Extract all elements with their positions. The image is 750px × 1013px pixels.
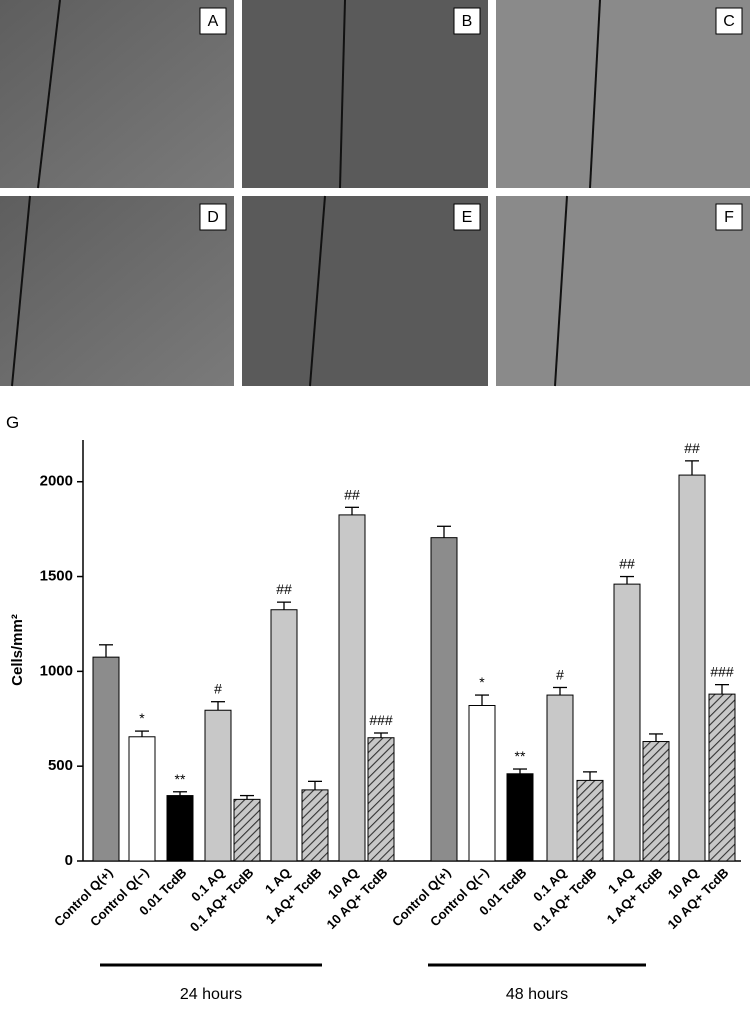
panel-label-box	[715, 7, 743, 35]
group-label: 24 hours	[180, 986, 242, 1003]
y-tick-label: 500	[48, 757, 73, 774]
panel-label-box	[453, 203, 481, 231]
bar	[338, 514, 366, 862]
bar	[468, 704, 496, 862]
significance-label: **	[175, 771, 186, 787]
y-tick-label: 1500	[40, 568, 73, 585]
y-tick-label: 2000	[40, 473, 73, 490]
y-axis-label: Cells/mm²	[9, 614, 26, 686]
bar	[92, 656, 120, 862]
panel-label: B	[462, 13, 473, 30]
scratch-line	[37, 0, 61, 189]
scratch-line	[309, 195, 326, 387]
micrograph	[496, 196, 750, 386]
panel-label: C	[723, 13, 735, 30]
significance-label: *	[139, 710, 145, 726]
bar	[546, 694, 574, 862]
bar	[270, 609, 298, 862]
bar	[708, 693, 736, 862]
scratch-line	[11, 195, 31, 387]
significance-label: #	[214, 681, 222, 697]
group-label: 48 hours	[506, 986, 568, 1003]
panel-label: E	[462, 209, 473, 226]
scratch-line	[554, 195, 568, 387]
micrograph	[242, 196, 488, 386]
scratch-line	[589, 0, 601, 189]
significance-label: ###	[369, 712, 393, 728]
y-tick-label: 0	[65, 852, 73, 869]
bar	[367, 737, 395, 862]
micrograph	[0, 0, 234, 188]
panel-label-box	[715, 203, 743, 231]
y-tick-label: 1000	[40, 662, 73, 679]
bar	[506, 773, 534, 862]
bar	[128, 736, 156, 862]
micrograph-panels: A B C D E F	[0, 0, 750, 387]
panel-label-box	[199, 7, 227, 35]
panel-label: D	[207, 209, 219, 226]
panel-label-box	[199, 203, 227, 231]
bar	[576, 779, 604, 862]
bar	[301, 789, 329, 862]
significance-label: ##	[344, 486, 360, 502]
significance-label: ###	[710, 664, 734, 680]
significance-label: **	[515, 748, 526, 764]
bar	[233, 798, 261, 862]
significance-label: ##	[684, 440, 700, 456]
significance-label: ##	[619, 556, 635, 572]
panel-label: G	[6, 413, 19, 432]
bar	[204, 709, 232, 862]
bar	[642, 741, 670, 862]
bar	[166, 795, 194, 862]
bar	[430, 537, 458, 862]
panel-label-box	[453, 7, 481, 35]
significance-label: *	[479, 674, 485, 690]
panel-label: A	[208, 13, 219, 30]
bar	[613, 583, 641, 862]
micrograph	[496, 0, 750, 188]
significance-label: ##	[276, 581, 292, 597]
panel-label: F	[724, 209, 734, 226]
significance-label: #	[556, 666, 564, 682]
scratch-line	[339, 0, 346, 189]
micrograph	[0, 196, 234, 386]
micrograph	[242, 0, 488, 188]
bar	[678, 474, 706, 862]
